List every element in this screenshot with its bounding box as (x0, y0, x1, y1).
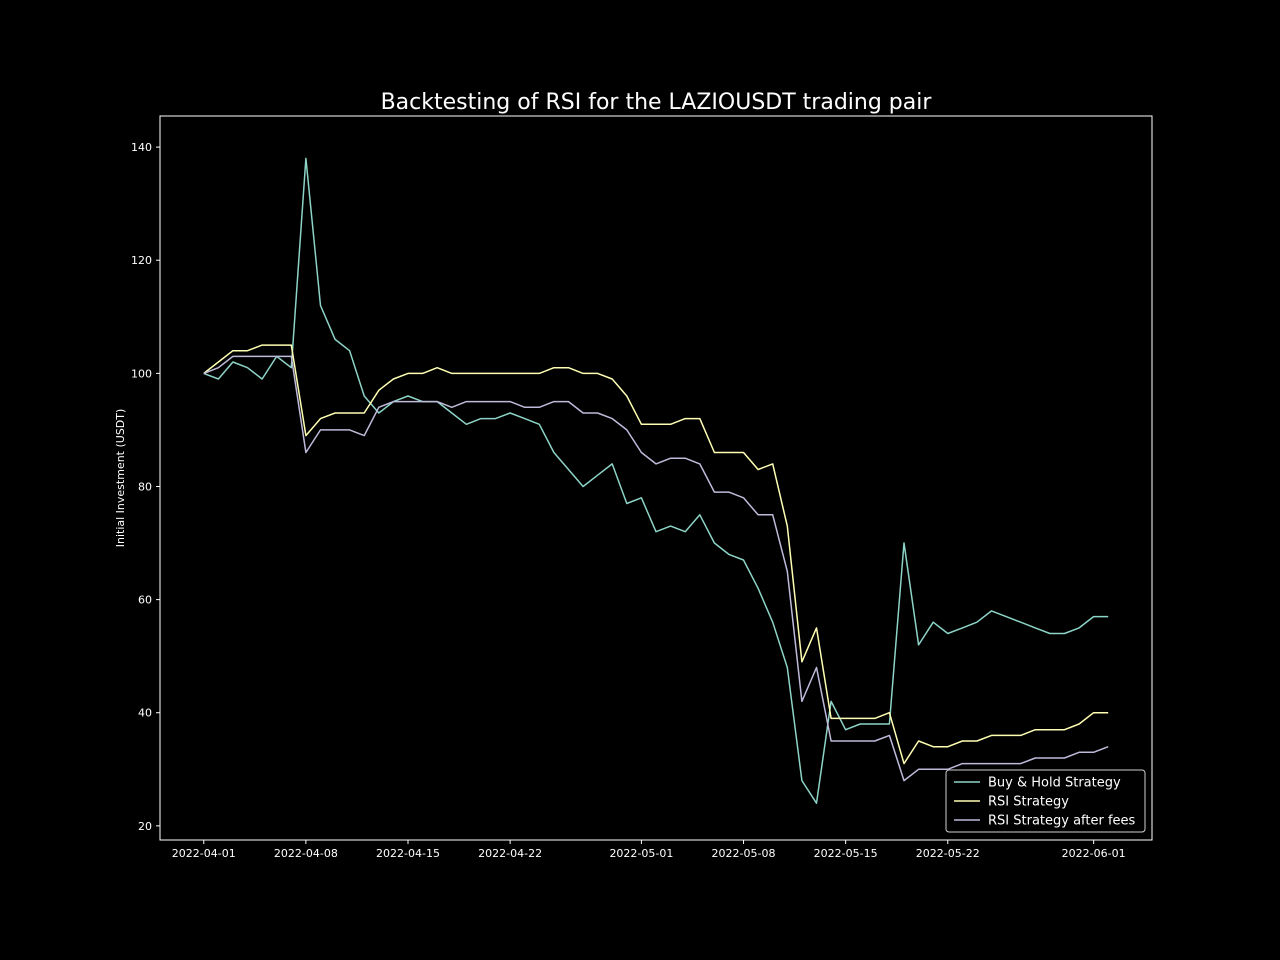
x-axis: 2022-04-01 2022-04-08 2022-04-15 2022-04-22… (172, 840, 1126, 860)
y-tick-label: 20 (138, 820, 152, 833)
series-line-buy-hold-strategy (203, 157, 1109, 804)
x-tick-label: 2022-05-08 (712, 847, 776, 860)
legend-label: RSI Strategy (988, 795, 1069, 810)
y-tick-label: 80 (138, 480, 152, 493)
legend-label: RSI Strategy after fees (988, 814, 1136, 829)
y-tick-label: 140 (131, 141, 152, 154)
x-tick-label: 2022-06-01 (1062, 847, 1126, 860)
x-tick-label: 2022-05-01 (609, 847, 673, 860)
y-axis: 20 40 60 80 100 120 140 (131, 141, 160, 833)
series-line-rsi-strategy-after-fees (203, 355, 1109, 782)
y-tick-label: 100 (131, 367, 152, 380)
chart-legend: Buy & Hold Strategy RSI Strategy RSI Strat… (945, 769, 1146, 833)
y-tick-label: 120 (131, 254, 152, 267)
y-axis-label: Initial Investment (USDT) (114, 409, 127, 548)
series-line-rsi-strategy (203, 344, 1109, 765)
legend-frame (945, 769, 1146, 833)
legend-label: Buy & Hold Strategy (988, 776, 1121, 791)
x-tick-label: 2022-04-08 (274, 847, 338, 860)
x-tick-label: 2022-05-15 (814, 847, 878, 860)
y-tick-label: 40 (138, 707, 152, 720)
y-tick-label: 60 (138, 594, 152, 607)
series-layer (203, 157, 1109, 804)
plot-area-frame (159, 115, 1153, 841)
x-tick-label: 2022-05-22 (916, 847, 980, 860)
x-tick-label: 2022-04-01 (172, 847, 236, 860)
chart-title: Backtesting of RSI for the LAZIOUSDT tra… (381, 90, 933, 115)
x-tick-label: 2022-04-22 (478, 847, 542, 860)
x-tick-label: 2022-04-15 (376, 847, 440, 860)
